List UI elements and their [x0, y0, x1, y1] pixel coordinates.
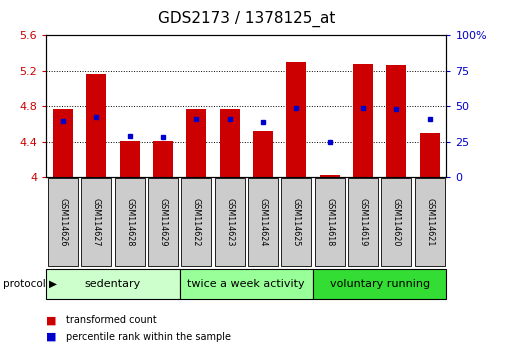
Bar [120, 141, 140, 177]
FancyBboxPatch shape [48, 178, 78, 266]
FancyBboxPatch shape [114, 178, 145, 266]
Text: twice a week activity: twice a week activity [187, 279, 305, 289]
FancyBboxPatch shape [46, 269, 180, 298]
Text: GSM114624: GSM114624 [259, 198, 267, 246]
Bar [420, 133, 440, 177]
Text: GDS2173 / 1378125_at: GDS2173 / 1378125_at [157, 11, 335, 27]
Text: percentile rank within the sample: percentile rank within the sample [66, 332, 231, 342]
FancyBboxPatch shape [181, 178, 211, 266]
Bar [220, 109, 240, 177]
Text: GSM114629: GSM114629 [159, 198, 167, 246]
Bar [353, 64, 373, 177]
Text: GSM114621: GSM114621 [425, 198, 434, 246]
Text: sedentary: sedentary [85, 279, 141, 289]
Bar [253, 131, 273, 177]
Text: GSM114628: GSM114628 [125, 198, 134, 246]
Text: ■: ■ [46, 332, 56, 342]
FancyBboxPatch shape [381, 178, 411, 266]
FancyBboxPatch shape [148, 178, 178, 266]
Text: GSM114620: GSM114620 [392, 198, 401, 246]
Text: voluntary running: voluntary running [329, 279, 430, 289]
Text: protocol ▶: protocol ▶ [3, 279, 56, 289]
Text: GSM114618: GSM114618 [325, 198, 334, 246]
FancyBboxPatch shape [214, 178, 245, 266]
FancyBboxPatch shape [81, 178, 111, 266]
Text: GSM114626: GSM114626 [58, 198, 67, 246]
Bar [153, 141, 173, 177]
Text: GSM114622: GSM114622 [192, 198, 201, 246]
FancyBboxPatch shape [348, 178, 378, 266]
Bar [86, 74, 106, 177]
Bar [186, 109, 206, 177]
Bar [286, 62, 306, 177]
Text: GSM114627: GSM114627 [92, 198, 101, 246]
Text: GSM114625: GSM114625 [292, 198, 301, 246]
FancyBboxPatch shape [281, 178, 311, 266]
FancyBboxPatch shape [180, 269, 313, 298]
FancyBboxPatch shape [248, 178, 278, 266]
Bar [386, 65, 406, 177]
Bar [320, 175, 340, 177]
FancyBboxPatch shape [313, 269, 446, 298]
Text: ■: ■ [46, 315, 56, 325]
FancyBboxPatch shape [415, 178, 445, 266]
FancyBboxPatch shape [314, 178, 345, 266]
Text: GSM114623: GSM114623 [225, 198, 234, 246]
Text: transformed count: transformed count [66, 315, 156, 325]
Text: GSM114619: GSM114619 [359, 198, 367, 246]
Bar [53, 109, 73, 177]
